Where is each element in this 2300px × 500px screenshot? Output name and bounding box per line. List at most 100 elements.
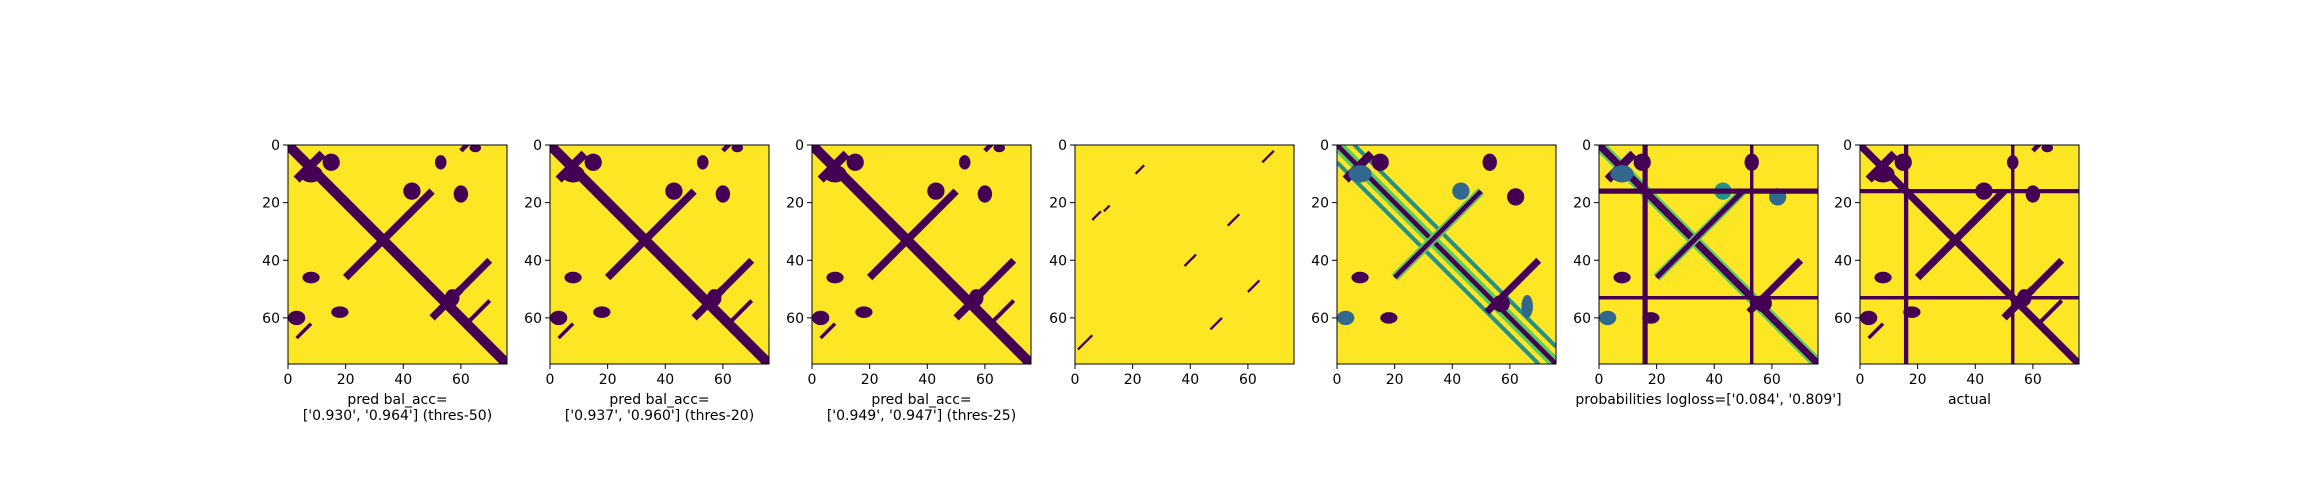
heatmap-panel-4: 0 20 40 60 0 20 40 60 <box>1049 138 1295 388</box>
heatmap-blob <box>855 306 873 318</box>
heatmap-blob <box>969 289 984 307</box>
panel-xlabel: ['0.949', '0.947'] (thres-25) <box>827 408 1016 424</box>
heatmap-blob <box>1492 294 1510 313</box>
panel-xlabel: ['0.930', '0.964'] (thres-50) <box>303 408 492 424</box>
x-tick-label: 20 <box>1648 372 1666 388</box>
heatmap-cells <box>1599 145 1818 364</box>
axes-frame <box>811 144 1032 365</box>
heatmap-panel-6: 0 20 40 60 0 20 40 60 probabilities logloss=['0.… <box>1573 138 1841 408</box>
y-tick-label: 40 <box>786 253 804 269</box>
x-tick-label: 60 <box>714 372 732 388</box>
y-tick-label: 0 <box>1320 138 1329 154</box>
y-tick-label: 20 <box>524 196 542 212</box>
y-tick-label: 60 <box>1573 311 1591 327</box>
heatmap-main-diagonal <box>1337 145 1556 364</box>
heatmap-dash <box>1247 279 1261 293</box>
panel-xlabel: pred bal_acc= <box>347 392 447 408</box>
heatmap-strand <box>819 322 837 340</box>
heatmap-blob <box>826 271 844 284</box>
heatmap-blob <box>1348 165 1372 183</box>
y-tick-label: 20 <box>262 196 280 212</box>
heatmap-blob <box>993 145 1006 153</box>
heatmap-blob <box>665 182 683 200</box>
x-tick-label: 40 <box>656 372 674 388</box>
heatmap-blob <box>823 165 847 183</box>
heatmap-panel-3: 0 20 40 60 0 20 40 60 pred bal_acc=['0.949', '0.… <box>786 138 1032 424</box>
heatmap-blob <box>1874 271 1892 284</box>
heatmap-dash <box>1226 213 1241 227</box>
heatmap-cells <box>812 145 1031 364</box>
x-tick-label: 60 <box>1239 372 1257 388</box>
heatmap-cells <box>288 145 507 364</box>
x-tick-label: 40 <box>1966 372 1984 388</box>
y-tick-label: 20 <box>786 196 804 212</box>
axes-frame <box>1074 144 1295 365</box>
heatmap-anti-diagonal <box>866 188 959 281</box>
heatmap-blob <box>927 182 945 200</box>
heatmap-anti-diagonal <box>342 188 435 281</box>
heatmap-blob <box>1482 153 1497 171</box>
heatmap-main-diagonal <box>550 145 769 364</box>
axes-frame <box>549 144 770 365</box>
x-tick-label: 20 <box>337 372 355 388</box>
axes-frame <box>1859 144 2080 365</box>
y-tick-label: 60 <box>1049 311 1067 327</box>
heatmap-blob <box>1521 294 1533 318</box>
heatmap-offset-diagonal <box>1352 145 1556 349</box>
heatmap-panel-2: 0 20 40 60 0 20 40 60 pred bal_acc=['0.937', '0.… <box>524 138 770 424</box>
heatmap-strand <box>989 299 1016 326</box>
heatmap-strand <box>721 145 732 153</box>
x-tick-label: 20 <box>1124 372 1142 388</box>
y-tick-label: 40 <box>1049 253 1067 269</box>
heatmap-cells <box>1337 145 1556 364</box>
heatmap-blob <box>331 306 349 318</box>
heatmap-blob <box>2025 185 2041 203</box>
x-tick-label: 40 <box>394 372 412 388</box>
heatmap-blob <box>564 271 582 284</box>
heatmap-blob <box>453 185 469 203</box>
y-tick-label: 60 <box>262 311 280 327</box>
heatmap-blob <box>1871 165 1895 183</box>
y-tick-label: 60 <box>786 311 804 327</box>
heatmap-blob <box>846 153 864 171</box>
panel-xlabel: pred bal_acc= <box>609 392 709 408</box>
heatmap-blob <box>1610 165 1634 183</box>
y-tick-label: 60 <box>1834 311 1852 327</box>
heatmap-anti-diagonal <box>1654 189 1745 280</box>
x-tick-label: 0 <box>546 372 555 388</box>
heatmap-blob <box>812 310 830 326</box>
heatmap-dash <box>1077 334 1094 351</box>
heatmap-blob <box>696 155 709 170</box>
heatmap-cells <box>1075 145 1294 364</box>
y-tick-label: 20 <box>1049 196 1067 212</box>
heatmap-strand <box>459 145 470 153</box>
panel-xlabel: actual <box>1948 392 1991 408</box>
axes-frame <box>1336 144 1557 365</box>
heatmap-blob <box>2041 145 2054 153</box>
heatmap-blob <box>1860 310 1878 326</box>
panel-xlabel: pred bal_acc= <box>871 392 971 408</box>
y-tick-label: 0 <box>1843 138 1852 154</box>
x-tick-label: 60 <box>452 372 470 388</box>
heatmap-panel-5: 0 20 40 60 0 20 40 60 <box>1311 138 1557 388</box>
y-tick-label: 40 <box>262 253 280 269</box>
y-tick-label: 40 <box>1311 253 1329 269</box>
x-tick-label: 60 <box>976 372 994 388</box>
x-tick-label: 40 <box>918 372 936 388</box>
y-tick-label: 60 <box>524 311 542 327</box>
y-tick-label: 0 <box>271 138 280 154</box>
heatmap-blob <box>1613 271 1631 284</box>
x-tick-label: 60 <box>1501 372 1519 388</box>
x-tick-label: 0 <box>1333 372 1342 388</box>
x-tick-label: 40 <box>1705 372 1723 388</box>
heatmap-blob <box>958 155 971 170</box>
heatmap-strand <box>295 322 313 340</box>
heatmap-cells <box>1860 145 2079 364</box>
x-tick-label: 20 <box>599 372 617 388</box>
y-tick-label: 20 <box>1834 196 1852 212</box>
heatmap-blob <box>731 145 744 153</box>
heatmap-blob <box>715 185 731 203</box>
x-tick-label: 40 <box>1181 372 1199 388</box>
x-tick-label: 0 <box>1595 372 1604 388</box>
heatmap-main-diagonal <box>812 145 1031 364</box>
